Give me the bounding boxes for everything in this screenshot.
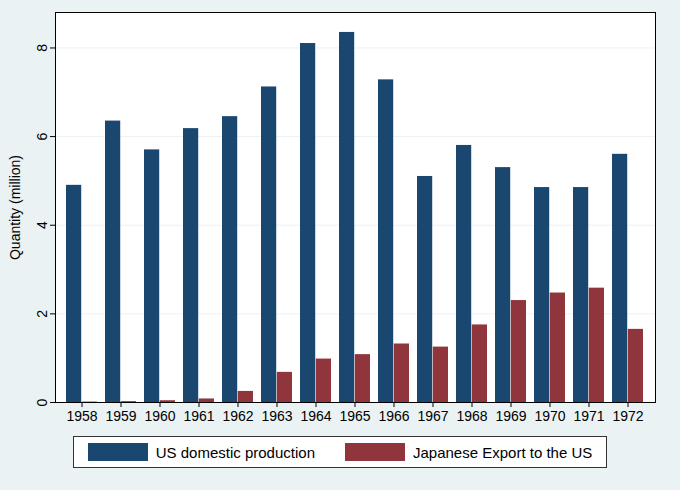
- svg-text:1972: 1972: [612, 408, 643, 424]
- svg-text:2: 2: [34, 310, 50, 318]
- svg-text:1959: 1959: [105, 408, 136, 424]
- svg-text:1968: 1968: [456, 408, 487, 424]
- svg-text:1962: 1962: [222, 408, 253, 424]
- svg-text:1960: 1960: [144, 408, 175, 424]
- svg-text:1966: 1966: [378, 408, 409, 424]
- svg-text:1961: 1961: [183, 408, 214, 424]
- svg-text:1967: 1967: [417, 408, 448, 424]
- svg-text:6: 6: [34, 132, 50, 140]
- svg-text:Quantity (million): Quantity (million): [7, 155, 23, 260]
- svg-text:1965: 1965: [339, 408, 370, 424]
- svg-text:0: 0: [34, 398, 50, 406]
- svg-text:8: 8: [34, 44, 50, 52]
- html-text:US domestic production: US domestic production: [155, 443, 315, 461]
- svg-text:1963: 1963: [261, 408, 292, 424]
- svg-text:1969: 1969: [495, 408, 526, 424]
- html-text:Japanese Export to the US: Japanese Export to the US: [413, 443, 593, 461]
- svg-text:4: 4: [34, 221, 50, 229]
- svg-text:1964: 1964: [300, 408, 331, 424]
- svg-text:1971: 1971: [573, 408, 604, 424]
- svg-text:1958: 1958: [66, 408, 97, 424]
- svg-text:1970: 1970: [534, 408, 565, 424]
